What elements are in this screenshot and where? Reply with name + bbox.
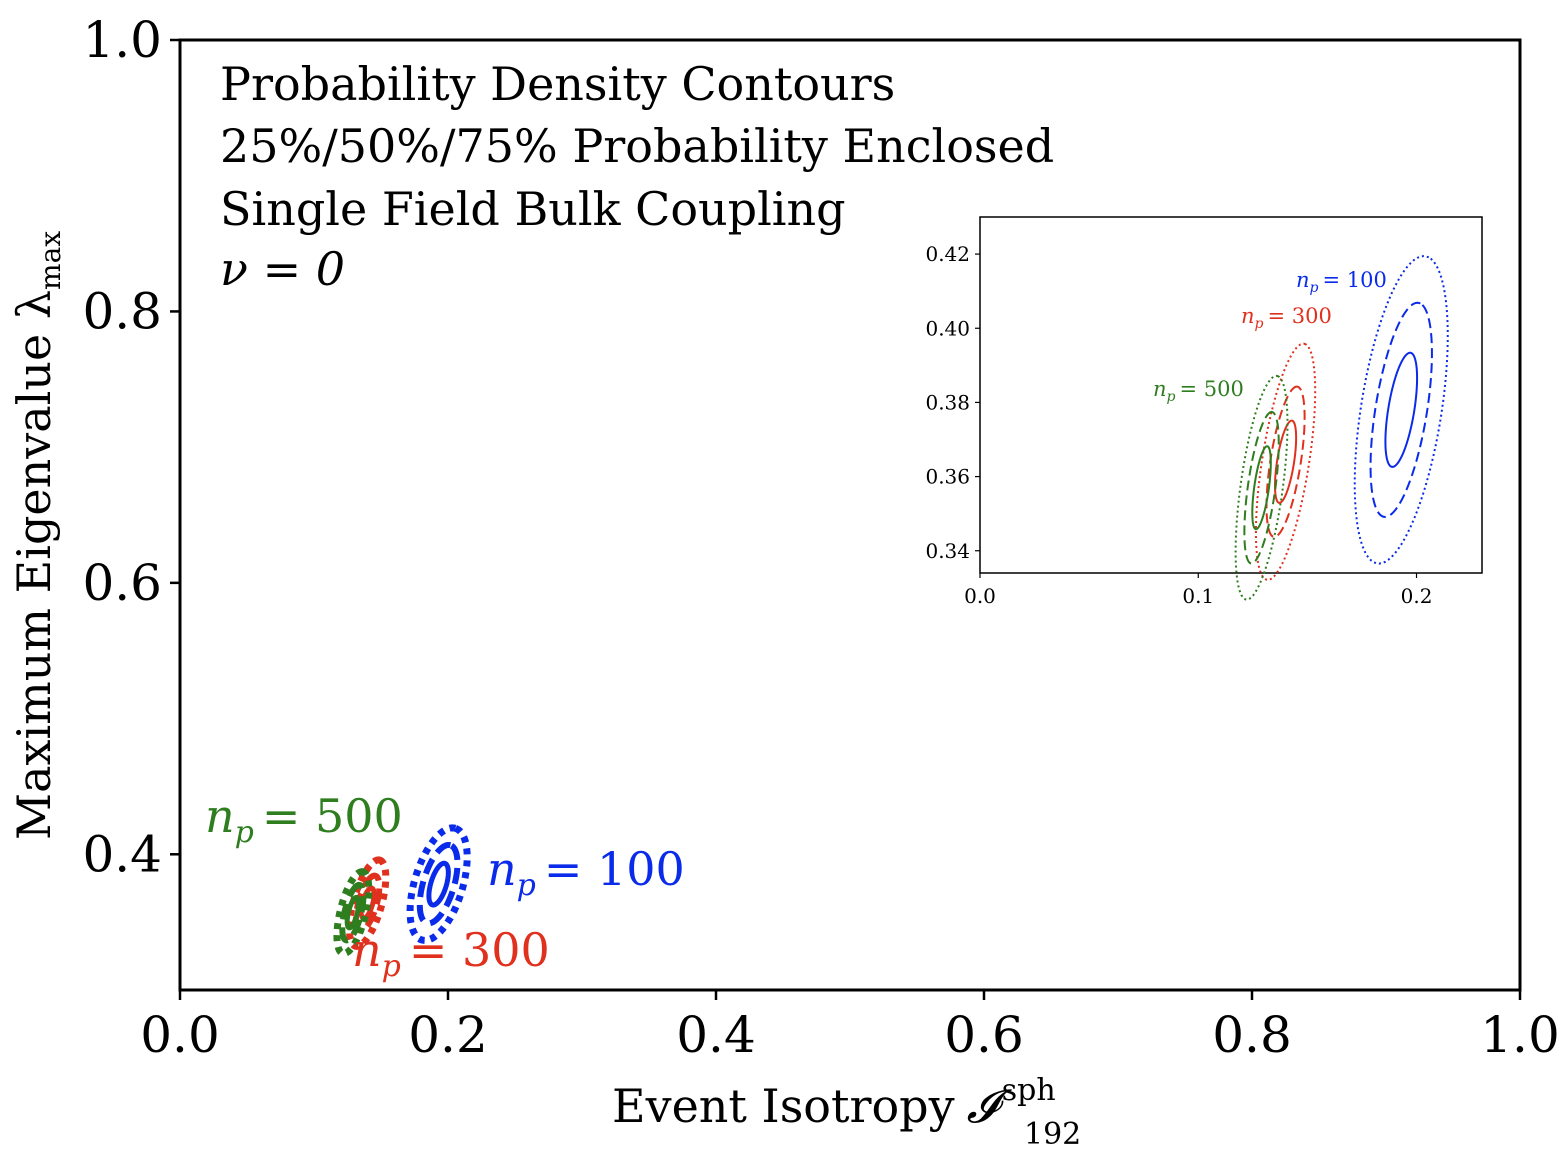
main-plot-frame (178, 38, 1522, 992)
label-np-300-n: n (352, 923, 382, 977)
title-line-4: ν = 0 (220, 242, 345, 296)
inset-series-labels: np = 100 np = 300 np = 500 (1153, 268, 1387, 405)
inset-x-tick-label: 0.1 (1182, 584, 1214, 608)
inset-x-tick-label: 0.0 (964, 584, 996, 608)
inset-y-tick-label: 0.36 (925, 465, 970, 489)
inset-contour-np100-75 (1353, 255, 1449, 565)
main-x-tick-label: 0.4 (676, 1006, 756, 1064)
inset-contour-np500-75 (1234, 374, 1289, 601)
inset-label-np-100-sub: p (1310, 280, 1319, 296)
title-line-2: 25%/50%/75% Probability Enclosed (220, 119, 1054, 173)
label-np-300-sub: p (382, 949, 401, 984)
label-np-500-sub: p (235, 815, 254, 850)
label-np-100-sub: p (517, 868, 536, 903)
main-contour-np500-25 (344, 894, 362, 931)
main-y-tick-label: 1.0 (82, 11, 162, 69)
title-block: Probability Density Contours 25%/50%/75%… (220, 57, 1054, 296)
inset-contour-np100-25 (1384, 351, 1419, 468)
inset-label-np-300-value: = 300 (1268, 304, 1332, 328)
label-np-100-value: = 100 (544, 842, 685, 896)
label-np-300-main: np = 300 (352, 923, 550, 984)
label-np-100-main: np = 100 (487, 842, 685, 903)
inset-x-axis-ticks: 0.0 0.1 0.2 (964, 573, 1432, 608)
inset-label-np-300-sub: p (1255, 316, 1264, 332)
main-x-tick-label: 1.0 (1480, 1006, 1560, 1064)
y-axis-label-text: Maximum Eigenvalue λ (7, 290, 61, 840)
inset-label-np-500-sub: p (1167, 389, 1176, 405)
main-x-tick-label: 0.8 (1212, 1006, 1292, 1064)
inset-contour-np100-50 (1369, 301, 1433, 518)
label-np-100-n: n (487, 842, 517, 896)
label-np-300-value: = 300 (409, 923, 550, 977)
inset-plot-frame (979, 216, 1483, 574)
inset-label-np-100-value: = 100 (1323, 268, 1387, 292)
main-contour-np100-75 (406, 824, 471, 944)
inset-contour-np300-25 (1274, 419, 1298, 504)
main-contour-np500-50 (339, 881, 367, 944)
main-x-axis-ticks: 0.0 0.2 0.4 0.6 0.8 1.0 (140, 990, 1560, 1064)
main-contour-np100-50 (416, 841, 461, 927)
inset-contour-np500-25 (1251, 445, 1272, 531)
inset-y-tick-label: 0.42 (925, 242, 970, 266)
inset-label-np-500-value: = 500 (1180, 377, 1244, 401)
inset-label-np-300-n: n (1241, 304, 1255, 328)
inset-y-tick-label: 0.38 (925, 390, 970, 414)
main-y-tick-label: 0.4 (82, 825, 162, 883)
inset-contour-np300-50 (1265, 385, 1306, 538)
inset-label-np-100-n: n (1296, 268, 1310, 292)
x-axis-label-superscript: sph (1002, 1073, 1056, 1108)
x-axis-label-text: Event Isotropy (612, 1079, 955, 1133)
label-np-500-main: np = 500 (205, 789, 403, 850)
inset-y-tick-label: 0.40 (925, 316, 970, 340)
title-line-3: Single Field Bulk Coupling (220, 182, 846, 236)
main-contour-np100-25 (426, 860, 451, 908)
label-np-500-n: n (205, 789, 235, 843)
main-x-tick-label: 0.0 (140, 1006, 220, 1064)
main-y-tick-label: 0.8 (82, 282, 162, 340)
y-axis-label-subscript: max (34, 231, 67, 290)
main-contour-np500-75 (333, 868, 373, 958)
inset-plot: 0.0 0.1 0.2 0.340.360.380.400.42 np = 100 n… (925, 216, 1483, 608)
title-line-1: Probability Density Contours (220, 57, 895, 111)
main-x-tick-label: 0.6 (944, 1006, 1024, 1064)
main-x-tick-label: 0.2 (408, 1006, 488, 1064)
inset-y-axis-ticks: 0.34 0.36 0.38 0.40 0.42 (925, 242, 980, 563)
inset-label-np-500-n: n (1153, 377, 1167, 401)
label-np-300-inset: np = 300 (1241, 304, 1332, 332)
inset-x-tick-label: 0.2 (1401, 584, 1433, 608)
main-contour-np300-75 (345, 856, 390, 950)
label-np-500-inset: np = 500 (1153, 377, 1244, 405)
main-y-axis-ticks: 0.4 0.6 0.8 1.0 (82, 11, 180, 883)
y-axis-label: Maximum Eigenvalue λmax (7, 231, 67, 840)
inset-contour-np300-75 (1254, 342, 1317, 581)
label-np-100-inset: np = 100 (1296, 268, 1387, 296)
main-contours (333, 824, 471, 958)
inset-contours (1234, 255, 1449, 601)
main-series-labels: np = 500 np = 100 np = 300 (205, 789, 685, 984)
inset-contour-np500-50 (1243, 410, 1280, 565)
x-axis-label-subscript: 192 (1024, 1117, 1081, 1152)
main-y-tick-label: 0.6 (82, 554, 162, 612)
label-np-500-value: = 500 (262, 789, 403, 843)
inset-y-tick-label: 0.34 (925, 539, 970, 563)
